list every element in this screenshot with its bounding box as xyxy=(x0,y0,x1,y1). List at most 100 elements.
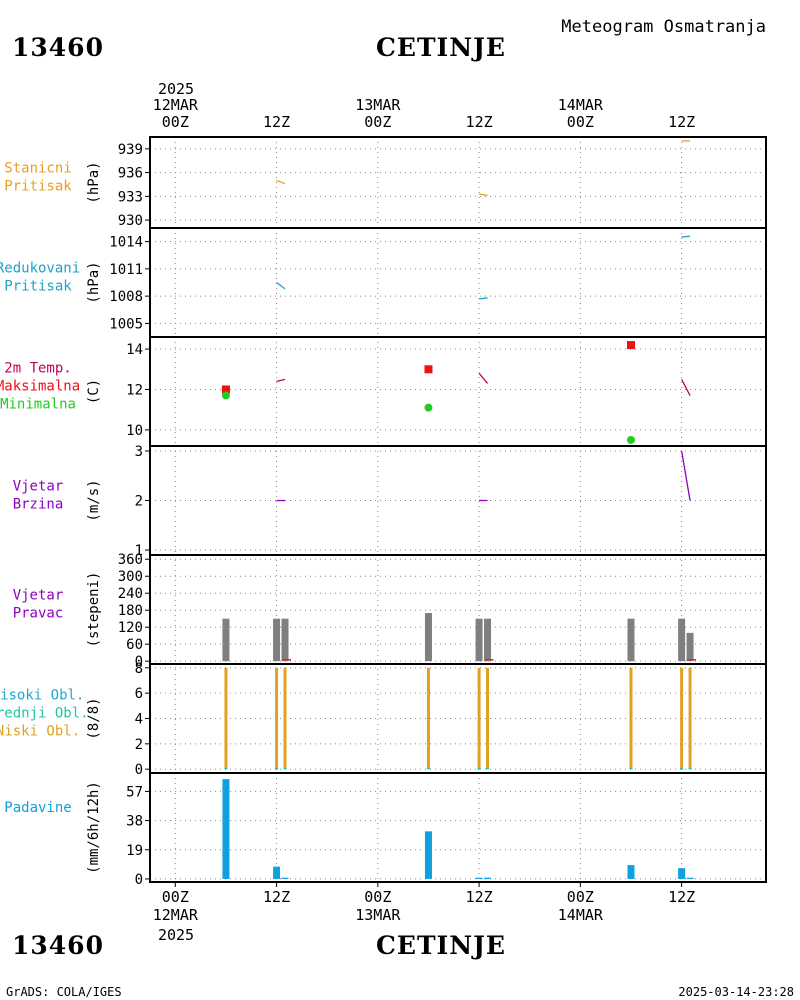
y-tick-label: 300 xyxy=(118,569,143,585)
panel-label: Redukovani xyxy=(0,261,80,277)
bar xyxy=(680,767,684,770)
bar xyxy=(678,618,686,662)
series-line xyxy=(478,193,488,197)
bar xyxy=(224,767,228,770)
y-tick-label: 2 xyxy=(135,737,143,753)
bar xyxy=(222,618,230,662)
footer-credit: GrADS: COLA/IGES xyxy=(6,985,122,999)
bar xyxy=(281,618,289,662)
bottom-year-label: 2025 xyxy=(158,926,194,944)
bottom-tick-label: 12Z xyxy=(466,888,493,906)
tmin-point xyxy=(221,391,230,400)
panel-label: Padavine xyxy=(4,800,71,816)
bottom-date-label: 13MAR xyxy=(355,906,401,924)
panel-frame xyxy=(149,663,767,774)
bar xyxy=(273,618,281,662)
top-tick-label: 12Z xyxy=(668,113,695,131)
bar xyxy=(477,767,481,770)
series-line xyxy=(276,378,286,383)
panel-label: Srednji Obl. xyxy=(0,706,89,722)
bar xyxy=(222,779,230,879)
y-axis-label: (hPa) xyxy=(86,161,102,203)
panel-frame xyxy=(149,445,767,556)
bar xyxy=(678,868,686,879)
panel-label: Minimalna xyxy=(0,397,76,413)
panel-label: Vjetar xyxy=(13,479,64,495)
y-tick-label: 1 xyxy=(135,543,143,559)
bottom-tick-label: 00Z xyxy=(364,888,391,906)
y-tick-label: 1005 xyxy=(109,316,143,332)
top-tick-label: 00Z xyxy=(364,113,391,131)
footer-station-id: 13460 xyxy=(12,931,104,960)
top-date-label: 13MAR xyxy=(355,96,401,114)
y-tick-label: 60 xyxy=(126,637,143,653)
y-tick-label: 12 xyxy=(126,382,143,398)
y-tick-label: 933 xyxy=(118,189,143,205)
bar xyxy=(686,877,694,879)
panel-label: Stanicni xyxy=(4,161,71,177)
bar xyxy=(627,618,635,662)
panel-label: Pravac xyxy=(13,606,64,622)
top-year-label: 2025 xyxy=(158,80,194,98)
series-line xyxy=(680,450,691,501)
panel-label: Vjetar xyxy=(13,588,64,604)
y-axis-label: (hPa) xyxy=(86,261,102,303)
y-axis-label: (mm/6h/12h) xyxy=(86,781,102,874)
y-tick-label: 930 xyxy=(118,213,143,229)
y-tick-label: 4 xyxy=(135,712,143,728)
y-tick-label: 19 xyxy=(126,843,143,859)
y-tick-label: 1014 xyxy=(109,235,143,251)
bar xyxy=(477,667,481,770)
top-date-label: 12MAR xyxy=(153,96,199,114)
top-tick-label: 12Z xyxy=(263,113,290,131)
bar xyxy=(686,632,694,662)
bar xyxy=(424,831,432,879)
bar xyxy=(484,877,492,879)
top-tick-label: 12Z xyxy=(466,113,493,131)
panel-label: Pritisak xyxy=(4,179,72,195)
y-axis-label: (stepeni) xyxy=(86,572,102,648)
footer-station-name: CETINJE xyxy=(376,931,506,960)
y-tick-label: 10 xyxy=(126,423,143,439)
panel-frame xyxy=(149,336,767,447)
meteogram-panels: 930933936939(hPa)StanicniPritisak1005100… xyxy=(0,136,767,888)
bottom-tick-label: 12Z xyxy=(668,888,695,906)
y-tick-label: 6 xyxy=(135,686,143,702)
panel-label: Maksimalna xyxy=(0,379,80,395)
tmax-point xyxy=(424,365,433,374)
panel-frame xyxy=(149,772,767,883)
bottom-tick-label: 12Z xyxy=(263,888,290,906)
panel-clouds: 0 2 4 6 8 (8/8)Visoki Obl. Srednji Obl. Niski O… xyxy=(0,661,767,778)
panel-station-pressure: 930 933 936 939 (hPa) Stanicni Pritisak xyxy=(4,136,767,229)
panel-frame xyxy=(149,554,767,665)
bar xyxy=(426,667,430,770)
series-line xyxy=(276,281,286,290)
top-tick-label: 00Z xyxy=(162,113,189,131)
y-tick-label: 939 xyxy=(118,142,143,158)
bar xyxy=(484,618,492,662)
y-tick-label: 0 xyxy=(135,762,143,778)
panel-label: 2m Temp. xyxy=(4,361,71,377)
y-tick-label: 14 xyxy=(126,342,143,358)
header-station-id: 13460 xyxy=(12,33,104,62)
tmin-point xyxy=(424,403,433,412)
product-title: Meteogram Osmatranja xyxy=(561,17,766,37)
bar xyxy=(275,667,279,770)
bar xyxy=(475,618,483,662)
tmin-point xyxy=(626,435,635,444)
header-station-name: CETINJE xyxy=(376,33,506,62)
bar xyxy=(688,767,692,770)
panel-label: Pritisak xyxy=(4,279,72,295)
y-tick-label: 8 xyxy=(135,661,143,677)
y-tick-label: 1011 xyxy=(109,262,143,278)
bar xyxy=(486,667,490,770)
panel-label: Brzina xyxy=(13,497,64,513)
bottom-tick-label: 00Z xyxy=(567,888,594,906)
bottom-tick-label: 00Z xyxy=(162,888,189,906)
y-tick-label: 360 xyxy=(118,552,143,568)
y-tick-label: 120 xyxy=(118,620,143,636)
y-tick-label: 1008 xyxy=(109,289,143,305)
y-axis-label: (C) xyxy=(86,379,102,404)
y-tick-label: 180 xyxy=(118,603,143,619)
